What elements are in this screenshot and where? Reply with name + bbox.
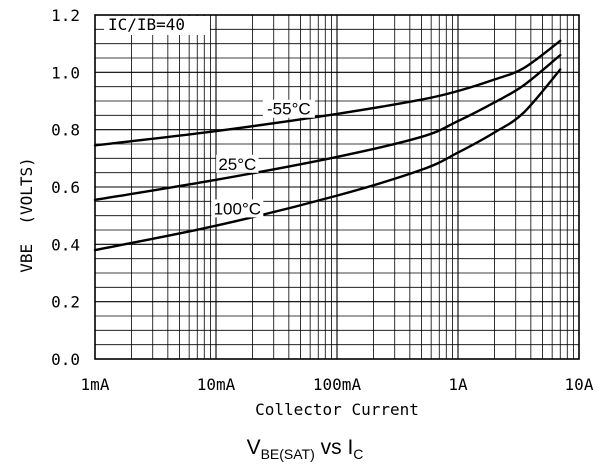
y-tick-label: 0.6 (51, 178, 80, 197)
x-tick-label: 10mA (197, 375, 236, 394)
chart-caption: VBE(SAT) vs IC (0, 436, 610, 462)
x-axis-label: Collector Current (255, 400, 419, 419)
series-line (93, 53, 562, 202)
annotation-box (104, 16, 210, 35)
x-tick-labels: 1mA 10mA 100mA 1A 10A (81, 375, 594, 394)
y-tick-labels: 0.0 0.2 0.4 0.6 0.8 1.0 1.2 (51, 6, 80, 369)
caption-main: V (246, 436, 261, 459)
x-tick-label: 10A (565, 375, 594, 394)
x-tick-label: 1mA (81, 375, 110, 394)
grid (95, 15, 579, 359)
y-axis-label: VBE (VOLTS) (17, 157, 36, 273)
series-line (93, 68, 562, 252)
series-labels: -55°C 25°C 100°C (211, 99, 315, 218)
caption-mid: vs I (314, 436, 354, 459)
series-label-bg (216, 154, 259, 173)
y-tick-label: 1.2 (51, 6, 80, 25)
y-tick-label: 0.2 (51, 293, 80, 312)
y-tick-label: 0.0 (51, 350, 80, 369)
series-line (93, 39, 562, 147)
series-label-bg (262, 99, 315, 118)
caption-sub-c: C (353, 446, 364, 463)
y-tick-label: 0.4 (51, 235, 80, 254)
series-label: 100°C (214, 199, 261, 218)
series-label: 25°C (218, 155, 256, 174)
caption-sub-be-sat: BE(SAT) (260, 446, 315, 463)
x-tick-label: 100mA (313, 375, 362, 394)
annotation-ic-ib: IC/IB=40 (108, 15, 185, 34)
plot-frame (94, 14, 580, 360)
y-tick-label: 1.0 (51, 63, 80, 82)
series-label: -55°C (267, 100, 311, 119)
series-lines (93, 39, 562, 252)
y-tick-label: 0.8 (51, 121, 80, 140)
x-tick-label: 1A (448, 375, 468, 394)
series-label-bg (211, 199, 264, 218)
